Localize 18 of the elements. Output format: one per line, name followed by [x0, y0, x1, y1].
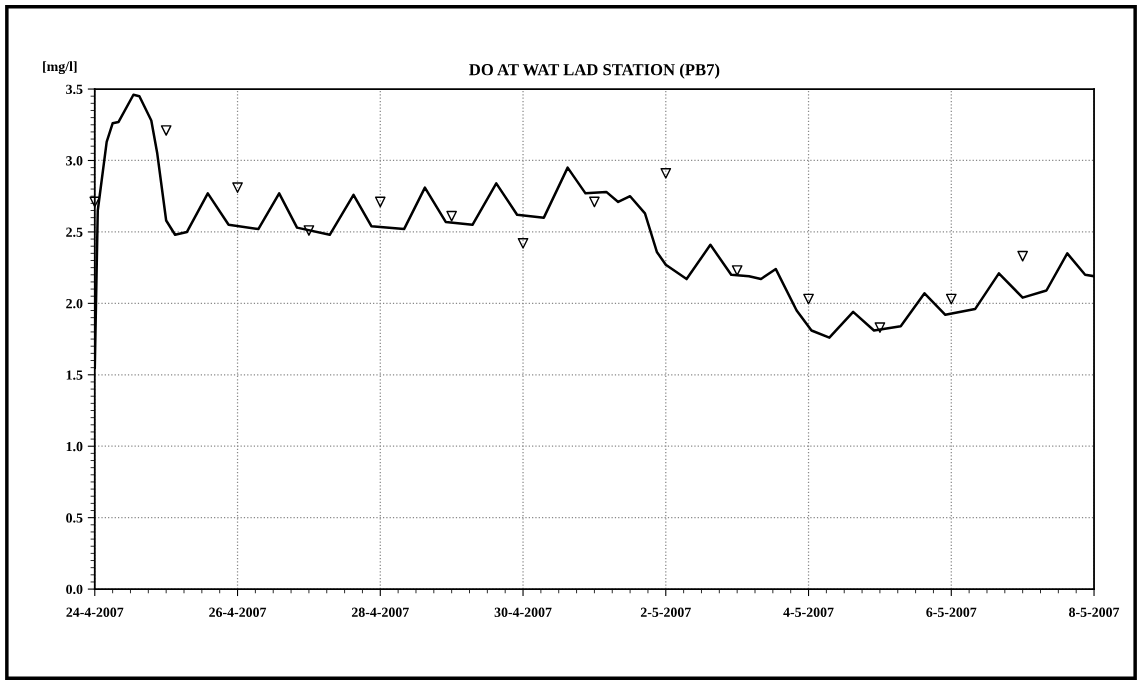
- x-tick-label: 28-4-2007: [351, 607, 409, 617]
- x-tick-label: 4-5-2007: [783, 607, 834, 617]
- x-tick-label: 6-5-2007: [926, 607, 977, 617]
- y-tick-label: 2.0: [66, 298, 83, 309]
- y-axis-title: [mg/l]: [43, 61, 77, 75]
- x-tick-label: 26-4-2007: [209, 607, 267, 617]
- x-tick-label: 24-4-2007: [66, 607, 124, 617]
- x-tick-label: 8-5-2007: [1069, 607, 1120, 617]
- y-tick-label: 0.0: [66, 584, 83, 595]
- x-tick-label: 2-5-2007: [640, 607, 691, 617]
- y-tick-label: 1.5: [66, 370, 83, 380]
- x-tick-label: 30-4-2007: [494, 607, 552, 617]
- y-tick-label: 2.5: [66, 227, 83, 237]
- chart-title: DO AT WAT LAD STATION (PB7): [469, 63, 720, 79]
- y-tick-label: 3.5: [66, 84, 83, 95]
- y-tick-label: 3.0: [66, 156, 83, 166]
- y-tick-label: 1.0: [66, 441, 83, 452]
- y-tick-label: 0.5: [66, 513, 83, 523]
